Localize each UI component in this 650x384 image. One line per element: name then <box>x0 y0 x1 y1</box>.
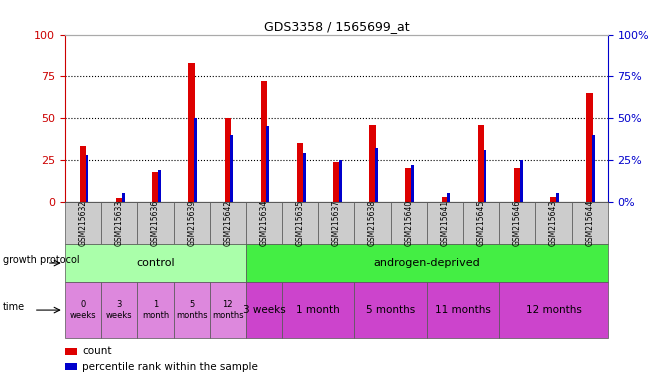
Bar <box>65 202 101 244</box>
Text: 0
weeks: 0 weeks <box>70 300 96 320</box>
Bar <box>447 193 450 202</box>
Bar <box>354 282 427 338</box>
Bar <box>122 193 125 202</box>
Text: count: count <box>82 346 111 356</box>
Text: GSM215641: GSM215641 <box>441 200 449 246</box>
Bar <box>246 282 282 338</box>
Bar <box>158 170 161 202</box>
Text: GSM215644: GSM215644 <box>585 200 594 246</box>
Text: GSM215633: GSM215633 <box>115 200 124 246</box>
Bar <box>266 126 269 202</box>
Text: GSM215636: GSM215636 <box>151 200 160 246</box>
Bar <box>520 160 523 202</box>
Text: GSM215635: GSM215635 <box>296 200 305 246</box>
Bar <box>246 244 608 282</box>
Text: control: control <box>136 258 175 268</box>
Bar <box>339 160 342 202</box>
Bar <box>586 93 593 202</box>
Bar <box>406 168 412 202</box>
Text: GSM215632: GSM215632 <box>79 200 88 246</box>
Text: growth protocol: growth protocol <box>3 255 80 265</box>
Text: GSM215640: GSM215640 <box>404 200 413 246</box>
Bar <box>65 282 101 338</box>
Text: GSM215642: GSM215642 <box>224 200 232 246</box>
Bar <box>411 165 414 202</box>
Bar <box>354 202 391 244</box>
Bar <box>592 135 595 202</box>
Text: GSM215638: GSM215638 <box>368 200 377 246</box>
Text: 12 months: 12 months <box>526 305 581 315</box>
Bar <box>375 148 378 202</box>
Title: GDS3358 / 1565699_at: GDS3358 / 1565699_at <box>263 20 410 33</box>
Bar <box>463 202 499 244</box>
Bar <box>210 202 246 244</box>
Text: GSM215639: GSM215639 <box>187 200 196 246</box>
Bar <box>499 202 536 244</box>
Text: 5
months: 5 months <box>176 300 207 320</box>
Bar <box>550 197 557 202</box>
Bar <box>303 153 306 202</box>
Text: time: time <box>3 302 25 312</box>
Bar <box>101 282 137 338</box>
Bar <box>427 282 499 338</box>
Text: androgen-deprived: androgen-deprived <box>374 258 480 268</box>
Bar <box>137 202 174 244</box>
Text: 1
month: 1 month <box>142 300 169 320</box>
Text: percentile rank within the sample: percentile rank within the sample <box>82 362 258 372</box>
Bar <box>297 143 304 202</box>
Text: 3
weeks: 3 weeks <box>106 300 133 320</box>
Bar <box>152 172 159 202</box>
Bar <box>174 282 210 338</box>
Text: 1 month: 1 month <box>296 305 340 315</box>
Bar <box>499 282 608 338</box>
Text: GSM215646: GSM215646 <box>513 200 522 246</box>
Bar <box>514 168 521 202</box>
Bar <box>65 363 77 370</box>
Bar <box>116 198 123 202</box>
Bar <box>230 135 233 202</box>
Bar <box>80 146 86 202</box>
Text: GSM215634: GSM215634 <box>259 200 268 246</box>
Bar <box>427 202 463 244</box>
Bar <box>556 193 559 202</box>
Bar <box>246 202 282 244</box>
Bar <box>86 155 88 202</box>
Text: 12
months: 12 months <box>212 300 244 320</box>
Bar <box>369 125 376 202</box>
Bar <box>571 202 608 244</box>
Bar <box>484 150 486 202</box>
Bar <box>318 202 354 244</box>
Bar <box>194 118 197 202</box>
Bar <box>210 282 246 338</box>
Bar <box>188 63 195 202</box>
Bar <box>137 282 174 338</box>
Text: GSM215637: GSM215637 <box>332 200 341 246</box>
Bar <box>224 118 231 202</box>
Text: GSM215643: GSM215643 <box>549 200 558 246</box>
Bar <box>261 81 267 202</box>
Bar <box>333 162 340 202</box>
Text: 3 weeks: 3 weeks <box>242 305 285 315</box>
Bar <box>391 202 427 244</box>
Bar <box>174 202 210 244</box>
Bar <box>65 244 246 282</box>
Bar <box>65 348 77 355</box>
Bar <box>536 202 571 244</box>
Bar <box>101 202 137 244</box>
Text: 11 months: 11 months <box>435 305 491 315</box>
Text: 5 months: 5 months <box>366 305 415 315</box>
Bar <box>441 197 448 202</box>
Bar <box>282 202 318 244</box>
Bar <box>282 282 354 338</box>
Text: GSM215645: GSM215645 <box>476 200 486 246</box>
Bar <box>478 125 484 202</box>
